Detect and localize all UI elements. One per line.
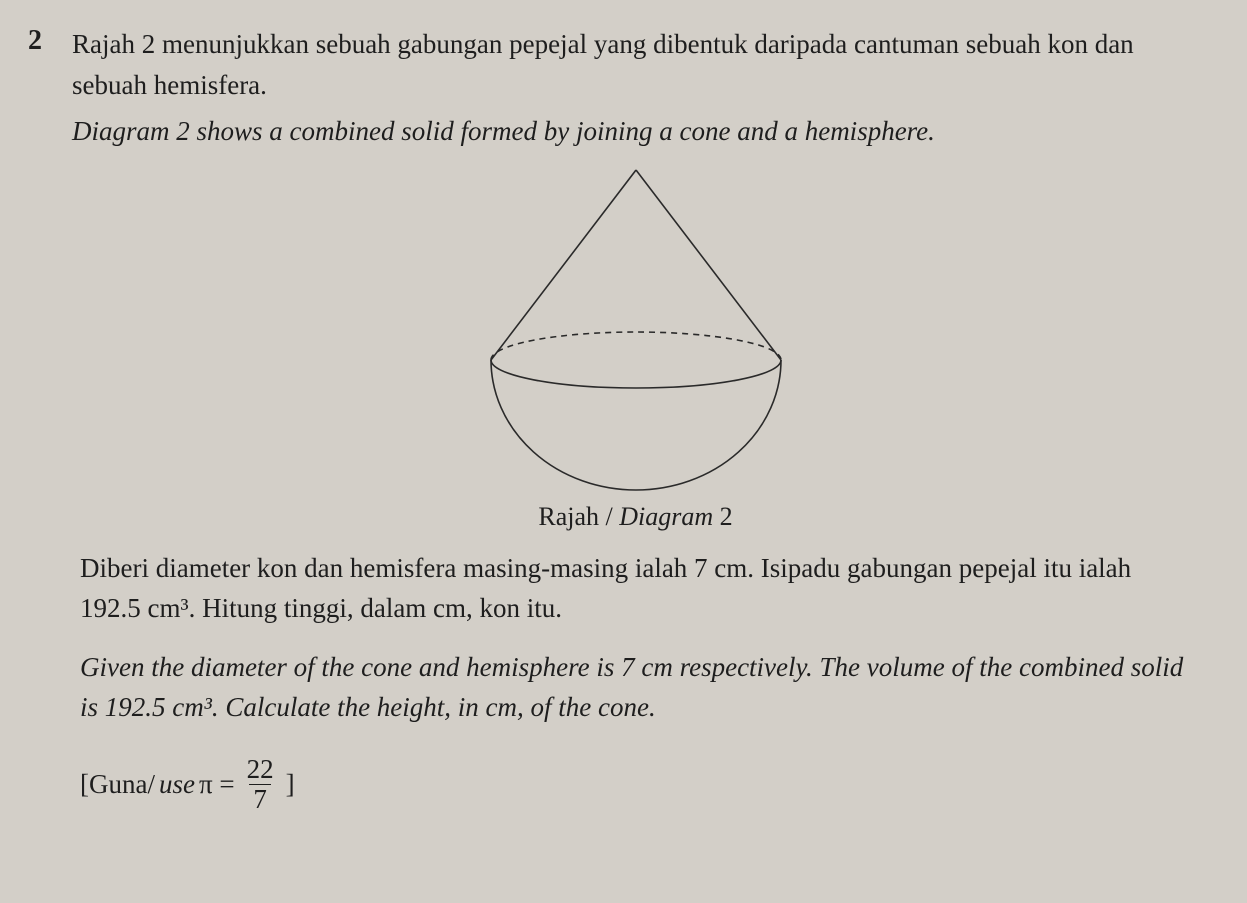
formula-pi-eq: π = (199, 769, 235, 800)
question-malay: Rajah 2 menunjukkan sebuah gabungan pepe… (72, 24, 1199, 105)
formula-suffix: ] (286, 769, 295, 800)
question-english: Diagram 2 shows a combined solid formed … (72, 111, 1199, 152)
caption-plain: Rajah / (538, 502, 619, 531)
given-english: Given the diameter of the cone and hemis… (80, 647, 1189, 728)
diagram-caption: Rajah / Diagram 2 (72, 502, 1199, 532)
formula-prefix: [Guna/ (80, 769, 155, 800)
fraction-denominator: 7 (249, 784, 271, 813)
formula-use: use (159, 769, 195, 800)
given-malay: Diberi diameter kon dan hemisfera masing… (80, 548, 1189, 629)
question-number: 2 (28, 24, 48, 58)
caption-italic: Diagram (619, 502, 713, 531)
formula-fraction: 22 7 (243, 756, 278, 813)
diagram-container: Rajah / Diagram 2 (72, 160, 1199, 532)
pi-formula: [Guna/use π = 22 7 ] (80, 756, 1189, 813)
caption-number: 2 (713, 502, 733, 531)
fraction-numerator: 22 (243, 756, 278, 784)
cone-hemisphere-diagram (466, 160, 806, 500)
